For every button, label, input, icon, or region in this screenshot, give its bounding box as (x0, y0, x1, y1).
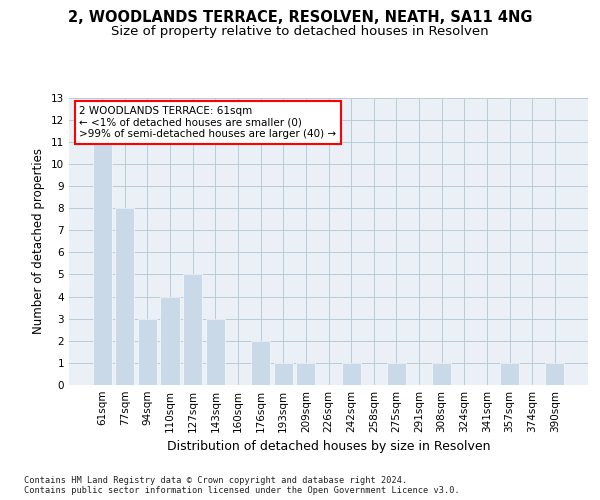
Bar (251, 341, 270, 385)
Bar (274, 363, 293, 385)
Y-axis label: Number of detached properties: Number of detached properties (32, 148, 46, 334)
Bar (296, 363, 316, 385)
X-axis label: Distribution of detached houses by size in Resolven: Distribution of detached houses by size … (167, 440, 490, 454)
Bar (160, 296, 180, 385)
Text: 2 WOODLANDS TERRACE: 61sqm
← <1% of detached houses are smaller (0)
>99% of semi: 2 WOODLANDS TERRACE: 61sqm ← <1% of deta… (79, 106, 337, 140)
Bar (92, 142, 112, 385)
Bar (500, 363, 519, 385)
Bar (206, 318, 225, 385)
Bar (341, 363, 361, 385)
Bar (545, 363, 565, 385)
Text: 2, WOODLANDS TERRACE, RESOLVEN, NEATH, SA11 4NG: 2, WOODLANDS TERRACE, RESOLVEN, NEATH, S… (68, 10, 532, 26)
Bar (432, 363, 451, 385)
Text: Contains HM Land Registry data © Crown copyright and database right 2024.
Contai: Contains HM Land Registry data © Crown c… (24, 476, 460, 495)
Text: Size of property relative to detached houses in Resolven: Size of property relative to detached ho… (111, 25, 489, 38)
Bar (115, 208, 134, 385)
Bar (387, 363, 406, 385)
Bar (138, 318, 157, 385)
Bar (183, 274, 202, 385)
